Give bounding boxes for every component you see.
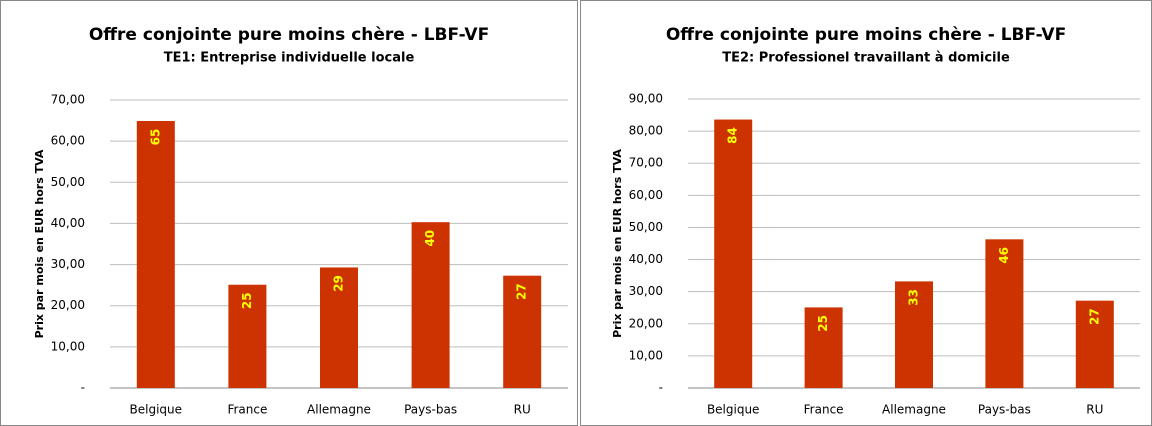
y-tick-label: 80,00 [629, 124, 663, 138]
bar [320, 267, 358, 388]
x-tick-label: France [227, 403, 267, 417]
y-tick-label: 20,00 [51, 298, 85, 312]
chart-subtitle: TE1: Entreprise individuelle locale [164, 51, 415, 66]
y-tick-label: 30,00 [51, 257, 85, 271]
data-label: 65 [148, 129, 162, 146]
chart-title: Offre conjointe pure moins chère - LBF-V… [666, 25, 1066, 45]
x-tick-label: Belgique [130, 403, 183, 417]
x-tick-label: France [804, 403, 844, 417]
data-label: 27 [1087, 308, 1101, 325]
chart-title: Offre conjointe pure moins chère - LBF-V… [89, 25, 489, 45]
y-tick-label: 60,00 [629, 188, 663, 202]
bar [1075, 300, 1114, 388]
chart-subtitle: TE2: Professionel travaillant à domicile [722, 51, 1010, 66]
x-tick-label: Belgique [707, 403, 760, 417]
y-tick-label: 30,00 [629, 284, 663, 298]
y-tick-label: 70,00 [51, 93, 85, 107]
data-label: 40 [423, 230, 437, 247]
y-tick-label: 50,00 [629, 220, 663, 234]
bar [804, 307, 843, 388]
bar [411, 222, 450, 388]
x-tick-label: RU [1086, 403, 1103, 417]
bar [714, 119, 753, 388]
y-tick-label: - [659, 381, 663, 395]
y-tick-label: 70,00 [629, 156, 663, 170]
y-tick-label: 10,00 [51, 339, 85, 353]
y-tick-label: 90,00 [629, 92, 663, 106]
bar [136, 120, 175, 389]
data-label: 84 [726, 127, 740, 144]
y-tick-label: 60,00 [51, 134, 85, 148]
bar [228, 284, 267, 388]
y-tick-label: - [81, 381, 85, 395]
y-tick-label: 20,00 [629, 316, 663, 330]
y-tick-label: 40,00 [51, 216, 85, 230]
x-tick-label: Pays-bas [404, 403, 457, 417]
x-tick-label: Allemagne [882, 403, 946, 417]
y-axis-label: Prix par mois en EUR hors TVA [33, 149, 46, 338]
bar [503, 275, 542, 388]
data-label: 29 [332, 275, 346, 292]
y-tick-label: 50,00 [51, 175, 85, 189]
y-axis-label: Prix par mois en EUR hors TVA [611, 149, 624, 338]
y-tick-label: 40,00 [629, 252, 663, 266]
bar [895, 281, 933, 388]
data-label: 25 [816, 315, 830, 332]
y-tick-label: 10,00 [629, 348, 663, 362]
panel [580, 0, 1152, 426]
x-tick-label: Pays-bas [978, 403, 1031, 417]
bar [985, 239, 1024, 388]
data-label: 25 [240, 292, 254, 309]
panel [0, 0, 578, 426]
x-tick-label: RU [514, 403, 531, 417]
data-label: 27 [515, 283, 529, 300]
data-label: 46 [997, 247, 1011, 264]
data-label: 33 [907, 289, 921, 306]
x-tick-label: Allemagne [307, 403, 371, 417]
